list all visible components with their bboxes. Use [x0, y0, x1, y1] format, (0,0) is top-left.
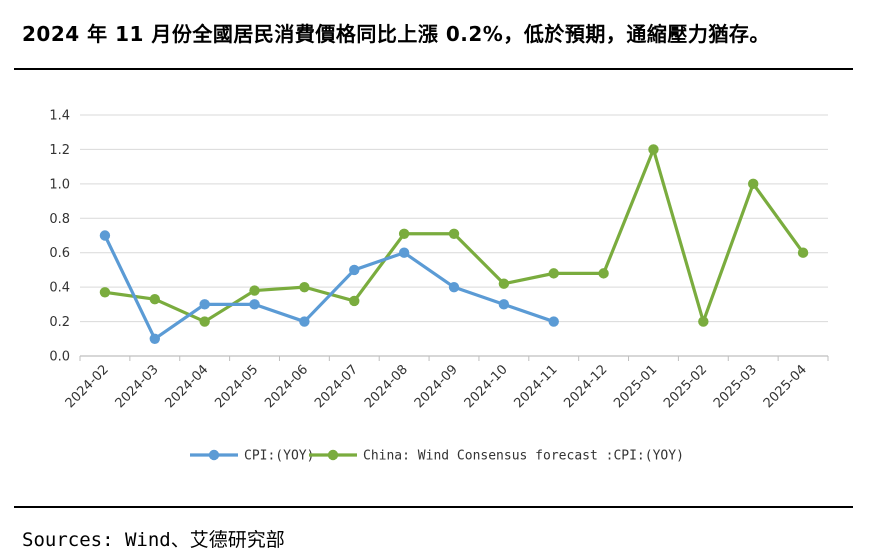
data-point — [199, 316, 210, 327]
y-tick-label: 0.0 — [49, 350, 70, 365]
data-point — [349, 295, 360, 307]
x-tick-label: 2024-04 — [162, 362, 211, 411]
data-point — [797, 247, 809, 258]
data-point — [349, 264, 360, 276]
x-tick-label: 2024-02 — [63, 362, 112, 411]
y-tick-label: 1.4 — [49, 109, 70, 124]
data-point — [249, 285, 260, 296]
x-tick-label: 2024-08 — [362, 362, 411, 411]
y-tick-label: 0.6 — [49, 246, 70, 261]
data-point — [99, 287, 111, 298]
x-tick-label: 2024-10 — [462, 362, 511, 411]
legend-swatch-marker — [327, 449, 339, 461]
data-point — [548, 268, 559, 279]
data-point — [598, 268, 609, 279]
data-point — [498, 299, 510, 310]
x-tick-label: 2025-02 — [661, 362, 710, 411]
legend-label: China: Wind Consensus forecast :CPI:(YOY… — [363, 449, 684, 464]
y-tick-label: 0.2 — [49, 315, 70, 330]
x-tick-label: 2024-06 — [262, 362, 311, 411]
data-point — [99, 230, 111, 241]
legend: CPI:(YOY) China: Wind Consensus forecast … — [190, 449, 684, 464]
chart-title: 2024 年 11 月份全國居民消費價格同比上漲 0.2%，低於預期，通縮壓力猶… — [22, 22, 770, 46]
x-tick-label: 2024-03 — [113, 362, 162, 411]
legend-label: CPI:(YOY) — [244, 449, 314, 464]
legend-swatch-marker — [208, 449, 220, 461]
y-tick-label: 0.8 — [49, 212, 70, 227]
data-point — [299, 316, 310, 327]
x-tick-label: 2024-09 — [412, 362, 461, 411]
series-layer — [99, 144, 809, 344]
top-rule — [14, 68, 853, 70]
x-tick-label: 2024-12 — [561, 362, 610, 411]
data-point — [398, 228, 410, 239]
y-tick-label: 1.2 — [49, 143, 70, 158]
source-note: Sources: Wind、艾德研究部 — [22, 529, 285, 551]
data-point — [149, 293, 160, 305]
bottom-rule — [14, 506, 853, 508]
data-point — [249, 299, 260, 310]
data-point — [648, 144, 659, 155]
x-tick-label: 2024-07 — [312, 362, 361, 411]
y-tick-label: 0.4 — [49, 281, 70, 296]
data-point — [498, 278, 510, 289]
data-point — [548, 316, 559, 327]
data-point — [698, 316, 709, 327]
data-point — [748, 178, 759, 190]
y-tick-label: 1.0 — [49, 177, 70, 192]
x-tick-label: 2024-05 — [212, 362, 261, 411]
x-tick-label: 2024-11 — [512, 362, 561, 411]
x-tick-label: 2025-03 — [711, 362, 760, 411]
x-tick-label: 2025-01 — [611, 362, 660, 411]
data-point — [199, 299, 210, 310]
x-tick-label: 2025-04 — [761, 362, 810, 411]
series-line — [103, 233, 556, 341]
data-point — [448, 228, 460, 239]
data-point — [448, 281, 460, 293]
data-point — [149, 333, 160, 344]
data-point — [398, 247, 410, 258]
data-point — [299, 281, 310, 293]
